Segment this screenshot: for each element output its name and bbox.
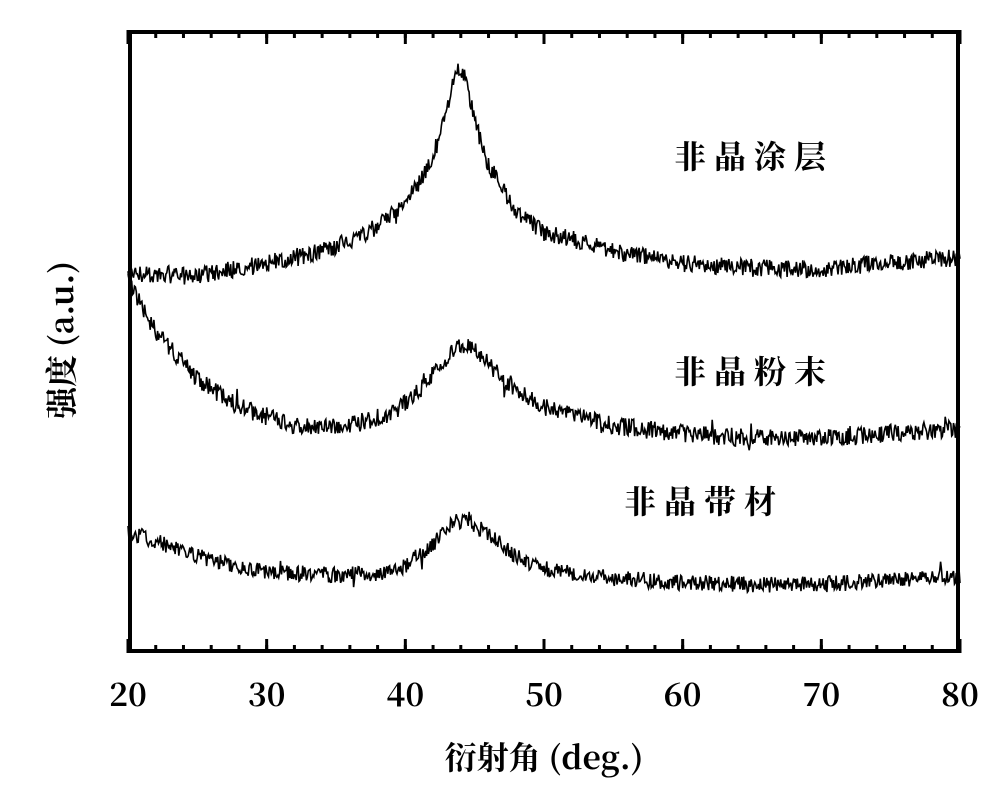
series-label-amorphous-coating: 非 晶 涂 层 xyxy=(674,132,826,178)
trace-amorphous-powder xyxy=(128,271,960,450)
trace-amorphous-ribbon xyxy=(128,512,960,593)
trace-amorphous-coating xyxy=(128,64,960,285)
series-label-amorphous-ribbon: 非 晶 带 材 xyxy=(624,477,776,523)
series-label-amorphous-powder: 非 晶 粉 末 xyxy=(674,347,826,393)
xrd-traces xyxy=(0,0,1000,791)
xrd-figure: 强度 (a.u.) 衍射角 (deg.) 20304050607080 非 晶 … xyxy=(0,0,1000,791)
